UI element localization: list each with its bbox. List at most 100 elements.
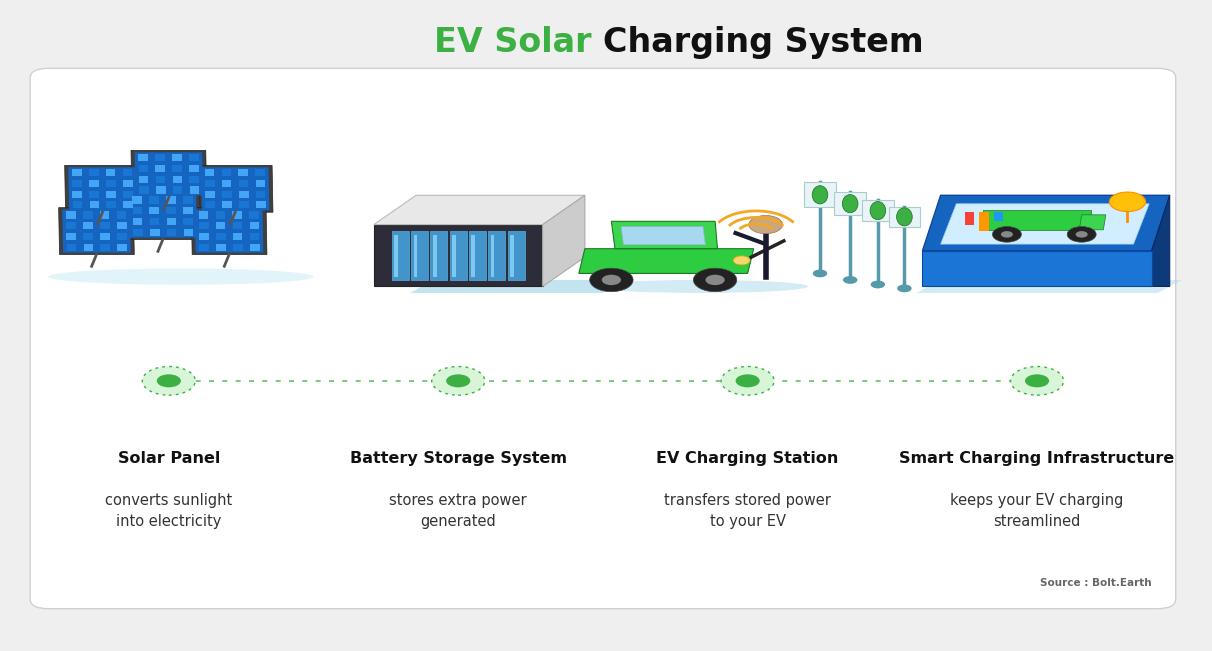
Polygon shape [239,180,248,187]
Polygon shape [73,191,82,198]
Polygon shape [64,165,141,212]
Text: converts sunlight
into electricity: converts sunlight into electricity [105,493,233,529]
Circle shape [736,374,760,387]
Polygon shape [233,222,242,229]
Polygon shape [156,186,166,193]
Polygon shape [149,197,159,204]
Circle shape [733,256,750,265]
Polygon shape [72,169,81,176]
Polygon shape [205,180,215,187]
Polygon shape [101,243,110,251]
FancyBboxPatch shape [30,68,1176,609]
Polygon shape [167,229,177,236]
Polygon shape [150,229,160,236]
Circle shape [813,270,828,277]
Ellipse shape [842,195,858,213]
Polygon shape [491,235,494,277]
Circle shape [156,374,181,387]
Polygon shape [888,207,920,227]
Polygon shape [994,212,1004,221]
Ellipse shape [48,268,314,285]
Polygon shape [172,165,182,172]
Polygon shape [222,169,231,176]
Polygon shape [611,221,718,249]
Circle shape [601,275,621,285]
Polygon shape [391,232,408,280]
Circle shape [749,215,783,234]
Polygon shape [198,165,273,212]
Polygon shape [139,186,149,193]
Circle shape [842,276,857,284]
Ellipse shape [591,280,808,293]
Polygon shape [133,229,143,236]
Polygon shape [124,191,133,198]
Polygon shape [118,243,127,251]
Polygon shape [862,200,893,221]
Polygon shape [105,180,115,187]
Polygon shape [452,235,456,277]
Polygon shape [256,201,265,208]
Polygon shape [239,201,248,208]
Polygon shape [183,207,193,214]
Polygon shape [216,222,225,229]
Circle shape [590,268,633,292]
Polygon shape [835,192,865,215]
Polygon shape [155,165,165,172]
Circle shape [897,284,911,292]
Text: Smart Charging Infrastructure: Smart Charging Infrastructure [899,451,1174,467]
Polygon shape [189,186,199,193]
Polygon shape [543,195,585,286]
Polygon shape [450,232,467,280]
Polygon shape [128,195,198,238]
Ellipse shape [812,186,828,204]
Polygon shape [189,154,199,161]
Polygon shape [125,193,201,240]
Circle shape [721,367,774,395]
Polygon shape [67,233,76,240]
Polygon shape [239,191,248,198]
Polygon shape [216,243,225,251]
Polygon shape [222,191,231,198]
Polygon shape [201,167,269,210]
Polygon shape [250,243,259,251]
Polygon shape [941,204,1149,244]
Polygon shape [118,233,127,240]
Circle shape [1075,231,1087,238]
Polygon shape [67,222,76,229]
Polygon shape [216,212,225,219]
Polygon shape [413,235,417,277]
Circle shape [693,268,737,292]
Polygon shape [488,232,505,280]
Polygon shape [1151,195,1170,286]
Polygon shape [107,191,116,198]
Polygon shape [222,180,231,187]
Polygon shape [199,233,208,240]
Polygon shape [116,212,126,219]
Polygon shape [199,212,208,219]
Polygon shape [122,180,132,187]
Polygon shape [84,233,93,240]
Polygon shape [195,210,263,253]
Polygon shape [510,235,514,277]
Polygon shape [132,207,142,214]
Polygon shape [805,182,835,207]
Polygon shape [131,150,206,197]
Polygon shape [239,169,248,176]
Circle shape [1011,367,1064,395]
Text: EV Charging Station: EV Charging Station [657,451,839,467]
Polygon shape [922,195,1170,251]
Polygon shape [508,232,525,280]
Text: transfers stored power
to your EV: transfers stored power to your EV [664,493,831,529]
Polygon shape [62,210,131,253]
Polygon shape [579,249,754,273]
Circle shape [993,227,1022,242]
Polygon shape [222,201,231,208]
Circle shape [1025,374,1050,387]
Polygon shape [250,212,259,219]
Text: Solar Panel: Solar Panel [118,451,221,467]
Polygon shape [84,243,93,251]
Polygon shape [983,210,1091,230]
Polygon shape [471,235,475,277]
Text: Charging System: Charging System [602,26,924,59]
Circle shape [1109,192,1145,212]
